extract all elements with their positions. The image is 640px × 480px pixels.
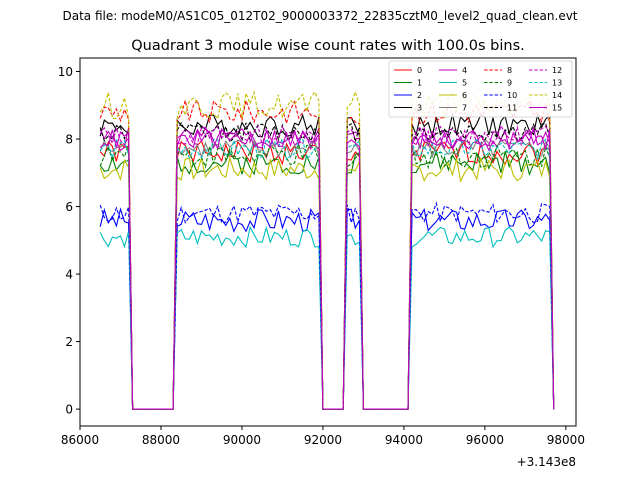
- legend-label-7: 7: [462, 104, 467, 113]
- legend-label-12: 12: [552, 66, 562, 75]
- legend-label-6: 6: [462, 91, 467, 100]
- legend-label-14: 14: [552, 91, 562, 100]
- legend-label-13: 13: [552, 79, 562, 88]
- y-tick-label: 4: [65, 268, 73, 282]
- series-line-10: [99, 201, 555, 410]
- x-tick-label: 98000: [547, 433, 585, 447]
- legend-box: [388, 60, 573, 118]
- chart-title: Quadrant 3 module wise count rates with …: [131, 38, 525, 54]
- legend-label-10: 10: [507, 91, 517, 100]
- x-tick-label: 90000: [223, 433, 261, 447]
- legend-label-4: 4: [462, 66, 467, 75]
- x-tick-label: 88000: [142, 433, 180, 447]
- legend-label-15: 15: [552, 104, 562, 113]
- series-line-15: [99, 127, 555, 410]
- x-tick-label: 96000: [466, 433, 504, 447]
- legend-label-2: 2: [417, 91, 422, 100]
- legend-label-8: 8: [507, 66, 512, 75]
- y-tick-label: 6: [65, 200, 73, 214]
- legend-label-1: 1: [417, 79, 422, 88]
- y-tick-label: 2: [65, 335, 73, 349]
- y-tick-label: 0: [65, 403, 73, 417]
- legend-label-5: 5: [462, 79, 467, 88]
- legend-label-0: 0: [417, 66, 422, 75]
- plot-frame: [79, 57, 577, 427]
- x-tick-label: 94000: [385, 433, 423, 447]
- y-axis: 0 2 4 6 8 10: [58, 65, 80, 417]
- y-tick-label: 8: [65, 133, 73, 147]
- legend-label-3: 3: [417, 104, 422, 113]
- y-tick-label: 10: [58, 65, 73, 79]
- legend-label-9: 9: [507, 79, 512, 88]
- x-tick-label: 92000: [304, 433, 342, 447]
- x-axis: 86000 88000 90000 92000 94000 96000 98000: [61, 426, 585, 447]
- series-layer: [99, 90, 555, 410]
- x-offset-label: +3.143e8: [517, 455, 576, 469]
- legend-label-11: 11: [507, 104, 517, 113]
- data-file-label: Data file: modeM0/AS1C05_012T02_90000033…: [62, 9, 577, 23]
- x-tick-label: 86000: [61, 433, 99, 447]
